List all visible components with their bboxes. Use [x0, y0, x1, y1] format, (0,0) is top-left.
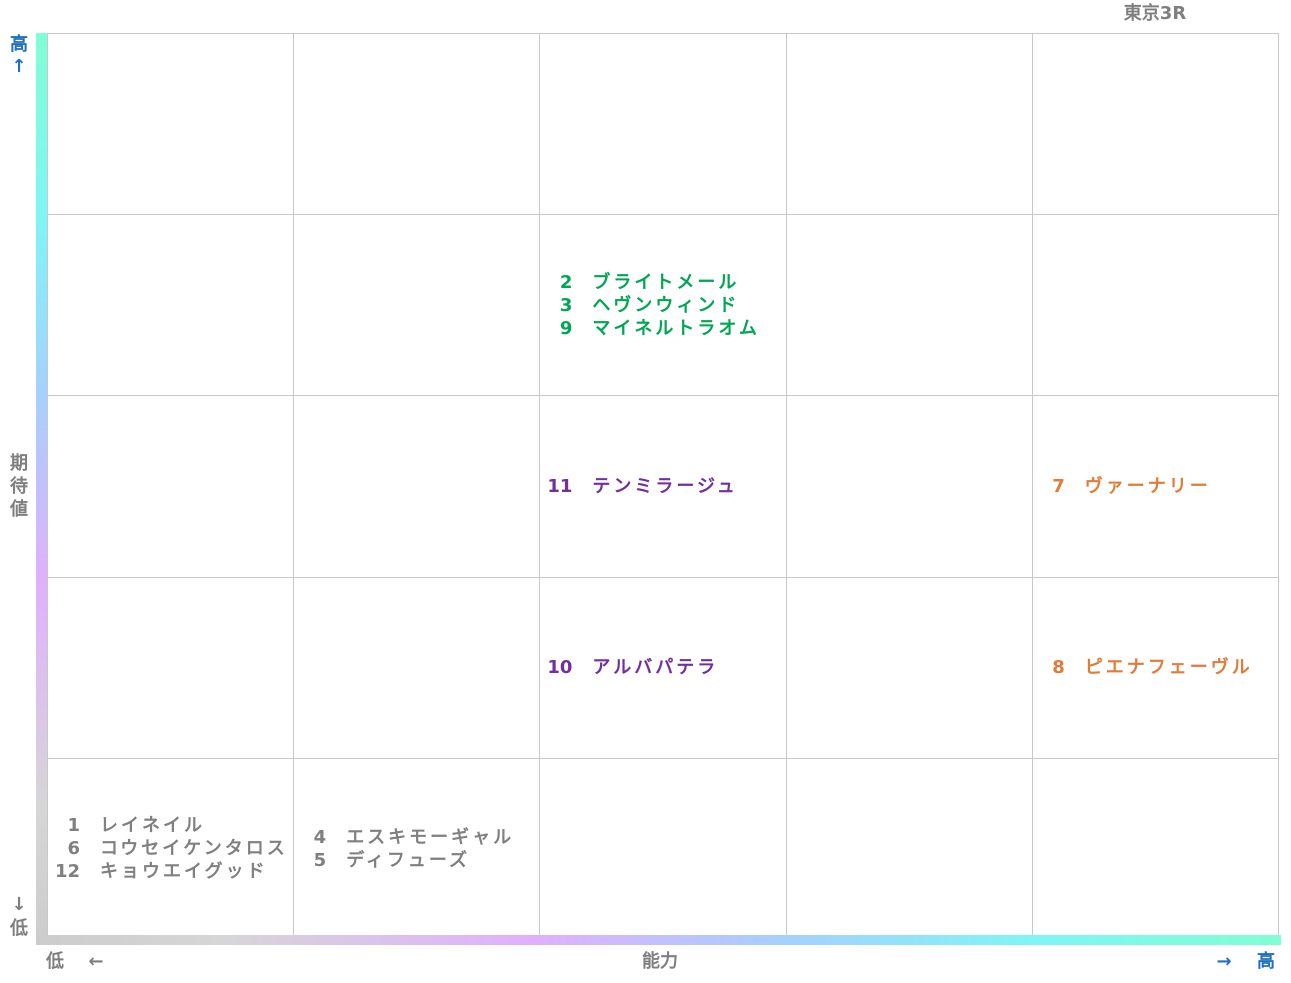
x-axis-label: 能力: [642, 951, 678, 972]
title: 東京3R: [1123, 3, 1187, 24]
y-axis-bar: [36, 33, 47, 945]
grid-cell: [47, 34, 294, 216]
horse-name: ヴァーナリー: [1084, 475, 1211, 497]
horse-name: ピエナフェーヴル: [1084, 657, 1253, 679]
horse-entry: 2 ブライトメール: [544, 271, 785, 294]
grid-cell: 10 アルバパテラ: [539, 577, 786, 759]
horse-name: アルバパテラ: [592, 657, 719, 679]
x-high-label: 高: [1257, 951, 1275, 972]
horse-number: 4: [313, 826, 327, 848]
y-high-label: 高: [10, 34, 28, 55]
grid-cell: 7 ヴァーナリー: [1031, 396, 1278, 578]
horse-entry: 7 ヴァーナリー: [1037, 475, 1278, 498]
horse-number: 10: [547, 657, 573, 679]
horse-number: 8: [1052, 657, 1065, 679]
horse-entry: 4 エスキモーギャル: [298, 826, 539, 849]
grid-cell: [47, 577, 294, 759]
grid-cell: [293, 215, 540, 397]
horse-entry: 12 キョウエイグッド: [52, 860, 293, 883]
y-axis-label: 期: [10, 453, 28, 474]
horse-entry: 10 アルバパテラ: [544, 656, 785, 679]
horse-number: 12: [54, 861, 80, 883]
horse-name: ディフューズ: [346, 849, 471, 871]
x-axis-bar: [36, 935, 1281, 945]
grid-cell: [785, 396, 1032, 578]
grid-cell: [293, 34, 540, 216]
y-axis-label: 待: [10, 476, 28, 497]
y-low-arrow: ↓: [11, 894, 27, 915]
grid-cell: [785, 577, 1032, 759]
horse-name: テンミラージュ: [592, 475, 738, 497]
horse-entry: 9 マイネルトラオム: [544, 317, 785, 340]
horse-number: 5: [313, 849, 327, 871]
horse-entry: 1 レイネイル: [52, 814, 293, 837]
y-high-arrow: ↑: [11, 56, 27, 77]
horse-entry: 5 ディフューズ: [298, 849, 539, 872]
grid-cell: 11 テンミラージュ: [539, 396, 786, 578]
x-low-label: 低: [46, 951, 64, 972]
horse-entry: 11 テンミラージュ: [544, 475, 785, 498]
grid-cell: [293, 396, 540, 578]
grid-cell: 2 ブライトメール 3 ヘヴンウィンド 9 マイネルトラオム: [539, 215, 786, 397]
horse-number: 11: [547, 475, 573, 497]
horse-name: エスキモーギャル: [346, 826, 515, 848]
x-low-arrow: ←: [88, 951, 104, 972]
horse-number: 7: [1052, 475, 1065, 497]
horse-entry: 3 ヘヴンウィンド: [544, 294, 785, 317]
horse-entry: 6 コウセイケンタロス: [52, 837, 293, 860]
y-axis-label: 値: [10, 499, 28, 520]
x-high-arrow: →: [1216, 951, 1232, 972]
horse-number: 9: [559, 317, 573, 339]
grid-cell: [47, 396, 294, 578]
horse-name: ブライトメール: [592, 271, 740, 293]
grid-cell: [47, 215, 294, 397]
y-low-label: 低: [10, 918, 28, 939]
horse-number: 2: [559, 271, 573, 293]
horse-name: コウセイケンタロス: [100, 838, 288, 860]
grid-cell: [1031, 34, 1278, 216]
horse-entry: 8 ピエナフェーヴル: [1037, 656, 1278, 679]
horse-name: ヘヴンウィンド: [592, 294, 740, 316]
grid-cell: [1031, 758, 1278, 940]
grid: 2 ブライトメール 3 ヘヴンウィンド 9 マイネルトラオム 11 テンミラージュ 7 ヴァーナリ…: [47, 33, 1279, 940]
grid-cell: 1 レイネイル 6 コウセイケンタロス 12 キョウエイグッド: [47, 758, 294, 940]
grid-cell: [785, 215, 1032, 397]
grid-cell: [293, 577, 540, 759]
grid-cell: [785, 34, 1032, 216]
grid-cell: 4 エスキモーギャル 5 ディフューズ: [293, 758, 540, 940]
grid-cell: [539, 758, 786, 940]
horse-number: 1: [67, 815, 80, 837]
grid-cell: [539, 34, 786, 216]
grid-cell: [1031, 215, 1278, 397]
horse-name: レイネイル: [100, 815, 205, 837]
horse-number: 3: [559, 294, 573, 316]
horse-name: マイネルトラオム: [592, 317, 760, 339]
horse-name: キョウエイグッド: [100, 861, 268, 883]
horse-number: 6: [67, 838, 80, 860]
grid-cell: 8 ピエナフェーヴル: [1031, 577, 1278, 759]
grid-cell: [785, 758, 1032, 940]
